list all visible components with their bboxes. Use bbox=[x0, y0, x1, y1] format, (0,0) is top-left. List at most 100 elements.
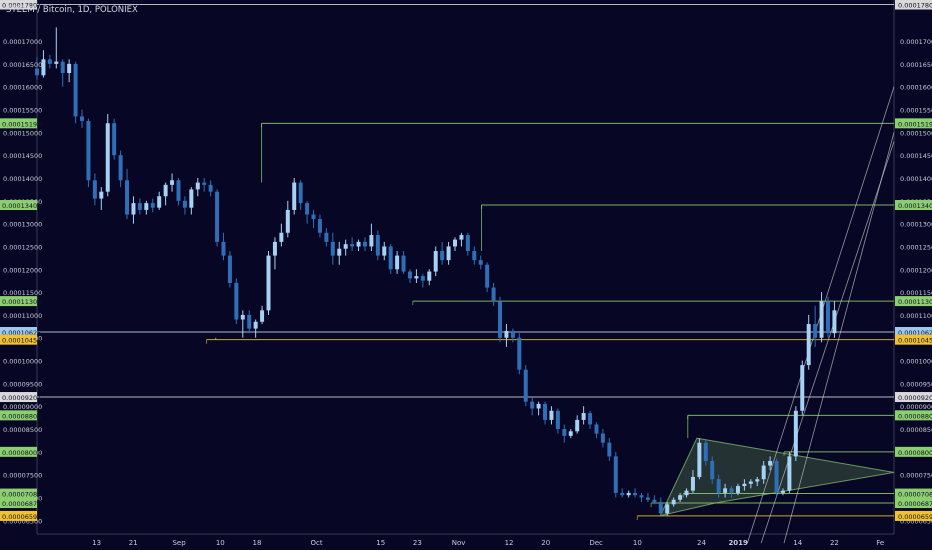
candle-body bbox=[581, 413, 586, 420]
price-tag-right bbox=[895, 334, 932, 345]
candle-body bbox=[472, 251, 477, 261]
candle-body bbox=[543, 403, 548, 420]
candle-body bbox=[202, 182, 207, 185]
candle-body bbox=[665, 504, 670, 514]
price-tag-left bbox=[0, 510, 37, 521]
price-tag-right bbox=[895, 0, 932, 10]
price-tag-right bbox=[895, 296, 932, 307]
candle-body bbox=[562, 429, 567, 436]
y-tick-label-right: 0.00009500 bbox=[900, 380, 932, 388]
price-tag-right bbox=[895, 498, 932, 509]
price-tag-left bbox=[0, 326, 37, 337]
x-tick-label: 20 bbox=[541, 539, 550, 547]
candle-body bbox=[588, 413, 593, 425]
x-tick-label: Oct bbox=[311, 539, 323, 547]
y-tick-label-right: 0.00016000 bbox=[900, 84, 932, 92]
y-tick-label-right: 0.00011000 bbox=[900, 312, 932, 320]
price-tag-left-label: 0.00009201 bbox=[2, 394, 41, 402]
chart-title: STEEM / Bitcoin, 1D, POLONIEX bbox=[6, 5, 138, 15]
price-tag-left bbox=[0, 410, 37, 421]
candle-body bbox=[780, 490, 785, 493]
x-tick-label: 10 bbox=[216, 539, 225, 547]
price-tag-left-label: 0.00006878 bbox=[2, 500, 41, 508]
candle-body bbox=[182, 200, 187, 208]
candle-body bbox=[600, 433, 605, 443]
price-tag-left-label: 0.00010458 bbox=[2, 337, 41, 345]
price-tag-right bbox=[895, 200, 932, 211]
price-tag-left-label: 0.00015198 bbox=[2, 120, 41, 128]
candle-body bbox=[157, 196, 162, 208]
candle-body bbox=[105, 123, 110, 192]
y-tick-label-left: 0.00007500 bbox=[3, 472, 42, 480]
price-tag-right-label: 0.00006596 bbox=[898, 513, 932, 521]
y-tick-label-left: 0.00008500 bbox=[3, 426, 42, 434]
x-tick-label: 23 bbox=[413, 539, 422, 547]
candle-body bbox=[266, 255, 271, 311]
candle-body bbox=[832, 310, 837, 334]
y-tick-label-right: 0.00012000 bbox=[900, 266, 932, 274]
candle-body bbox=[343, 244, 348, 249]
candle-body bbox=[407, 271, 412, 279]
candle-body bbox=[35, 68, 39, 76]
candle-body bbox=[350, 244, 355, 247]
candles-layer bbox=[35, 27, 837, 516]
candle-body bbox=[227, 255, 232, 283]
candle-body bbox=[800, 365, 805, 411]
candle-body bbox=[755, 479, 760, 482]
price-tag-right-label: 0.00008000 bbox=[898, 449, 932, 457]
x-tick-label: 13 bbox=[92, 539, 101, 547]
y-tick-label-right: 0.00016500 bbox=[900, 61, 932, 69]
candle-body bbox=[633, 492, 638, 496]
candle-body bbox=[401, 255, 406, 272]
price-tag-left-label: 0.00013408 bbox=[2, 202, 41, 210]
price-tag-right-label: 0.00010626 bbox=[898, 329, 932, 337]
candle-body bbox=[47, 59, 52, 64]
candle-body bbox=[311, 214, 316, 220]
y-tick-label-left: 0.00015500 bbox=[3, 107, 42, 115]
price-tag-right bbox=[895, 446, 932, 457]
price-tag-left bbox=[0, 0, 37, 10]
price-tag-left-label: 0.00010626 bbox=[2, 329, 41, 337]
candle-body bbox=[137, 203, 142, 210]
candle-body bbox=[761, 465, 766, 480]
candle-body bbox=[652, 499, 657, 503]
price-tag-left bbox=[0, 392, 37, 403]
price-tag-left bbox=[0, 296, 37, 307]
candle-body bbox=[671, 499, 676, 505]
candle-body bbox=[684, 490, 689, 496]
y-tick-label-right: 0.00014500 bbox=[900, 152, 932, 160]
y-tick-label-right: 0.00014000 bbox=[900, 175, 932, 183]
y-tick-label-right: 0.00011500 bbox=[900, 289, 932, 297]
price-tag-right bbox=[895, 118, 932, 129]
price-tag-right-label: 0.00008800 bbox=[898, 412, 932, 420]
candle-body bbox=[504, 330, 509, 338]
price-tag-right bbox=[895, 392, 932, 403]
candle-body bbox=[658, 502, 663, 514]
y-tick-label-left: 0.00014000 bbox=[3, 175, 42, 183]
candle-body bbox=[690, 476, 695, 491]
candle-body bbox=[710, 460, 715, 480]
candle-body bbox=[369, 235, 374, 247]
candle-body bbox=[73, 63, 78, 117]
candle-body bbox=[639, 495, 644, 498]
x-tick-label: 24 bbox=[697, 539, 706, 547]
candle-body bbox=[285, 209, 290, 233]
y-tick-label-left: 0.00016500 bbox=[3, 61, 42, 69]
candle-body bbox=[125, 180, 130, 215]
candle-body bbox=[549, 410, 554, 420]
candle-body bbox=[806, 324, 811, 366]
x-tick-label: 2019 bbox=[728, 539, 748, 547]
y-tick-label-left: 0.00010000 bbox=[3, 358, 42, 366]
x-tick-label: 18 bbox=[253, 539, 262, 547]
x-tick-label: 14 bbox=[793, 539, 802, 547]
candle-body bbox=[793, 410, 798, 457]
candle-body bbox=[453, 239, 457, 247]
candle-body bbox=[330, 241, 335, 256]
x-tick-label: 12 bbox=[505, 539, 514, 547]
price-tag-left bbox=[0, 118, 37, 129]
candle-body bbox=[80, 116, 85, 121]
candle-body bbox=[774, 460, 779, 493]
candle-body bbox=[208, 184, 213, 192]
candle-body bbox=[575, 419, 580, 432]
grid-layer bbox=[36, 0, 895, 535]
